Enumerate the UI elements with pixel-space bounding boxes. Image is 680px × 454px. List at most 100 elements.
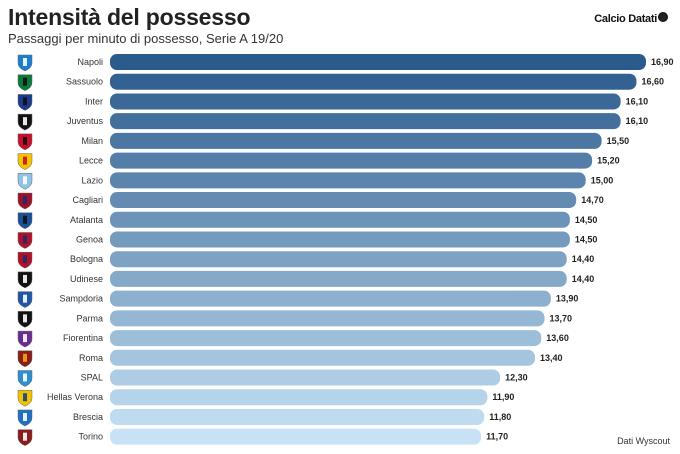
bar [110, 270, 567, 287]
category-label: SPAL [81, 373, 103, 383]
club-crest-icon [17, 311, 33, 328]
bar-row-lecce: Lecce 15,20 [17, 152, 620, 170]
ball-icon [658, 12, 668, 22]
data-label: 13,70 [550, 313, 573, 323]
data-label: 15,00 [591, 175, 614, 185]
data-label: 13,90 [556, 294, 579, 304]
club-crest-icon [17, 429, 33, 446]
club-crest-icon [17, 94, 33, 111]
bar-row-udinese: Udinese 14,40 [17, 270, 595, 289]
data-label: 14,70 [581, 195, 604, 205]
bar-row-atalanta: Atalanta 14,50 [17, 211, 598, 230]
bar [110, 349, 535, 366]
brand-logo: Calcio Datati [594, 12, 668, 25]
bar [110, 290, 551, 307]
bar [110, 330, 542, 347]
bar [110, 408, 485, 425]
data-label: 16,10 [626, 116, 649, 126]
bar [110, 369, 501, 386]
category-label: Roma [79, 353, 103, 363]
chart-title: Intensità del possesso [8, 4, 251, 30]
category-label: Lazio [81, 175, 103, 185]
club-crest-icon [17, 192, 33, 210]
data-label: 14,50 [575, 215, 598, 225]
club-crest-icon [17, 370, 33, 387]
data-label: 16,90 [651, 57, 674, 67]
category-label: Milan [81, 136, 103, 146]
bar-row-sampdoria: Sampdoria 13,90 [17, 290, 579, 308]
data-label: 12,30 [505, 373, 528, 383]
club-crest-icon [17, 74, 33, 91]
bar [110, 93, 621, 110]
category-label: Lecce [79, 156, 103, 166]
club-crest-icon [17, 350, 33, 368]
category-label: Sampdoria [59, 294, 103, 304]
data-label: 11,80 [489, 412, 511, 422]
data-label: 15,50 [607, 136, 630, 146]
data-label: 11,70 [486, 432, 508, 442]
category-label: Torino [78, 432, 103, 442]
bar [110, 152, 593, 169]
club-crest-icon [17, 389, 33, 407]
data-label: 14,40 [572, 274, 595, 284]
data-label: 11,90 [492, 392, 514, 402]
club-crest-icon [17, 409, 33, 427]
bar-row-spal: SPAL 12,30 [17, 369, 528, 387]
bar [110, 428, 482, 445]
brand-name: Calcio Datati [594, 13, 657, 25]
club-crest-icon [17, 212, 33, 230]
club-crest-icon [17, 54, 33, 72]
bar [110, 192, 577, 209]
category-label: Cagliari [72, 195, 103, 205]
bar [110, 231, 570, 248]
data-label: 13,60 [546, 333, 569, 343]
bar-row-genoa: Genoa 14,50 [17, 231, 598, 249]
bar-row-parma: Parma 13,70 [17, 310, 573, 328]
club-crest-icon [17, 251, 33, 269]
category-label: Inter [85, 96, 103, 106]
data-label: 16,10 [626, 96, 649, 106]
bar-row-milan: Milan 15,50 [17, 132, 630, 151]
category-label: Sassuolo [66, 77, 103, 87]
club-crest-icon [17, 113, 33, 131]
bar-row-roma: Roma 13,40 [17, 349, 563, 368]
data-label: 13,40 [540, 353, 563, 363]
category-label: Hellas Verona [47, 392, 103, 402]
data-source: Dati Wyscout [617, 436, 670, 446]
category-label: Brescia [73, 412, 103, 422]
bar [110, 389, 488, 406]
chart-subtitle: Passaggi per minuto di possesso, Serie A… [8, 31, 284, 46]
bar [110, 113, 621, 130]
category-label: Juventus [67, 116, 104, 126]
data-label: 14,40 [572, 254, 595, 264]
bar [110, 73, 637, 90]
club-crest-icon [17, 330, 33, 348]
bar-row-juventus: Juventus 16,10 [17, 113, 649, 131]
bar-row-brescia: Brescia 11,80 [17, 408, 511, 427]
category-label: Atalanta [70, 215, 103, 225]
category-label: Genoa [76, 234, 103, 244]
bar-row-inter: Inter 16,10 [17, 93, 649, 111]
bar [110, 251, 567, 268]
club-crest-icon [17, 153, 33, 170]
bar [110, 211, 570, 228]
club-crest-icon [17, 271, 33, 289]
data-label: 15,20 [597, 156, 620, 166]
category-label: Bologna [70, 254, 103, 264]
club-crest-icon [17, 232, 33, 249]
bar-row-fiorentina: Fiorentina 13,60 [17, 330, 569, 348]
bar [110, 54, 646, 70]
bar [110, 172, 586, 189]
bar-row-cagliari: Cagliari 14,70 [17, 192, 604, 210]
club-crest-icon [17, 173, 33, 190]
data-label: 16,60 [642, 77, 665, 87]
bar-row-lazio: Lazio 15,00 [17, 172, 614, 190]
club-crest-icon [17, 291, 33, 308]
data-label: 14,50 [575, 234, 598, 244]
bar [110, 310, 545, 327]
bar-row-bologna: Bologna 14,40 [17, 251, 595, 269]
bar-row-napoli: Napoli 16,90 [17, 54, 674, 72]
bar-row-torino: Torino 11,70 [17, 428, 508, 446]
club-crest-icon [17, 133, 33, 151]
